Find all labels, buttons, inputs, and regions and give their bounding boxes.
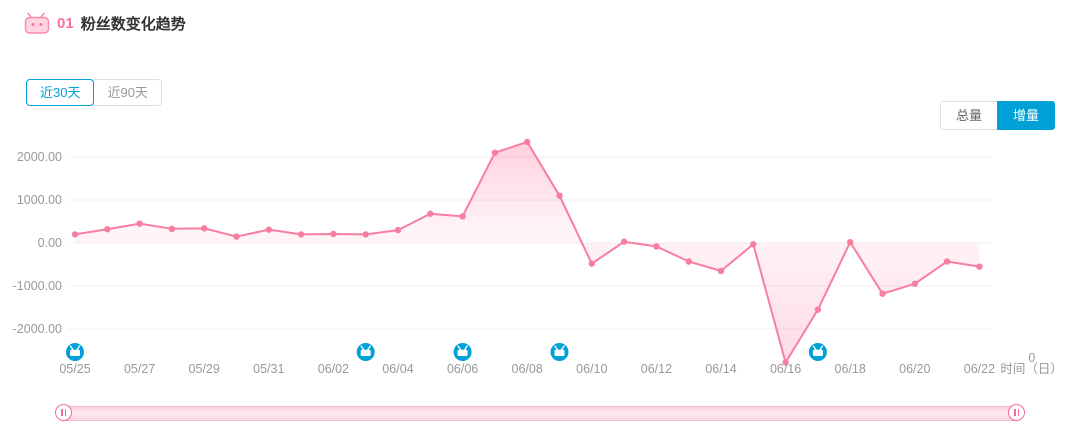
datazoom-right-handle[interactable] bbox=[1008, 404, 1025, 421]
x-axis-tick-label: 06/14 bbox=[705, 362, 736, 376]
data-point bbox=[588, 260, 595, 267]
tv-antenna bbox=[360, 345, 365, 351]
x-axis-tick-label: 06/08 bbox=[512, 362, 543, 376]
data-point bbox=[297, 231, 305, 238]
video-marker-icon[interactable] bbox=[550, 343, 569, 361]
x-axis-tick-label: 06/16 bbox=[770, 362, 801, 376]
tv-screen bbox=[360, 349, 371, 356]
tv-antenna bbox=[554, 345, 559, 351]
fans-trend-chart: 2000.00 1000.00 0.00 -1000.00 -2000.00 05/25 0… bbox=[13, 138, 1063, 376]
data-point bbox=[976, 263, 983, 270]
x-axis-tick-label: 06/18 bbox=[835, 362, 866, 376]
tv-screen bbox=[457, 349, 468, 356]
data-point bbox=[491, 149, 499, 156]
x-axis-tick-label: 06/04 bbox=[382, 362, 413, 376]
tv-antenna bbox=[819, 345, 824, 351]
x-axis-tick-label: 06/10 bbox=[576, 362, 607, 376]
x-axis-tick-label: 06/02 bbox=[318, 362, 349, 376]
data-point bbox=[71, 231, 79, 238]
y-axis-tick-label: -1000.00 bbox=[13, 279, 62, 293]
page-title: 粉丝数变化趋势 bbox=[80, 15, 186, 33]
data-point bbox=[330, 230, 337, 238]
y-axis-tick-label: 1000.00 bbox=[17, 193, 62, 207]
tv-screen bbox=[70, 349, 80, 356]
total-mode-button[interactable]: 总量 bbox=[939, 101, 998, 130]
tv-screen bbox=[812, 349, 823, 356]
datazoom-left-handle[interactable] bbox=[55, 404, 72, 421]
area-fill bbox=[75, 141, 980, 363]
data-point bbox=[362, 231, 369, 238]
data-point bbox=[168, 225, 176, 233]
increment-mode-button[interactable]: 增量 bbox=[996, 101, 1055, 130]
data-point bbox=[847, 238, 854, 246]
data-point bbox=[782, 359, 789, 366]
data-point bbox=[685, 258, 692, 265]
section-number: 01 bbox=[57, 14, 74, 32]
data-point bbox=[911, 280, 918, 288]
date-range-tabs: 近30天 近90天 bbox=[26, 79, 162, 106]
tv-antenna bbox=[69, 345, 74, 351]
data-point bbox=[653, 243, 660, 250]
tab-last-30-days[interactable]: 近30天 bbox=[26, 79, 95, 106]
video-marker-icon[interactable] bbox=[808, 343, 827, 361]
data-point bbox=[717, 267, 725, 275]
right-axis-label: 0 bbox=[1028, 351, 1035, 365]
data-point bbox=[750, 241, 757, 248]
data-point bbox=[136, 220, 143, 227]
data-point bbox=[104, 226, 111, 233]
tv-antenna bbox=[76, 345, 81, 351]
data-point bbox=[459, 213, 466, 220]
data-point bbox=[556, 192, 563, 199]
datazoom-slider[interactable] bbox=[55, 404, 1025, 421]
tv-antenna bbox=[463, 345, 468, 351]
chart-area: 2000.00 1000.00 0.00 -1000.00 -2000.00 05/25 0… bbox=[0, 135, 1080, 403]
x-axis-name: 时间（日） bbox=[1000, 362, 1063, 376]
x-axis-tick-label: 05/25 bbox=[59, 362, 90, 376]
x-axis-tick-label: 06/12 bbox=[641, 362, 672, 376]
x-axis-tick-label: 05/29 bbox=[189, 362, 220, 376]
data-point bbox=[814, 306, 822, 313]
x-axis-tick-label: 05/31 bbox=[253, 362, 284, 376]
data-point bbox=[265, 226, 272, 233]
y-axis-tick-label: 2000.00 bbox=[17, 150, 62, 164]
data-point bbox=[394, 226, 402, 234]
x-axis-tick-label: 06/20 bbox=[899, 362, 930, 376]
video-marker-icon[interactable] bbox=[66, 343, 84, 361]
tab-last-90-days[interactable]: 近90天 bbox=[93, 79, 162, 106]
section-header: 01 粉丝数变化趋势 bbox=[24, 12, 186, 34]
tv-antenna bbox=[367, 345, 371, 351]
video-marker-icon[interactable] bbox=[356, 343, 375, 361]
x-axis-tick-label: 05/27 bbox=[124, 362, 155, 376]
tv-icon bbox=[24, 12, 50, 34]
data-point bbox=[620, 238, 628, 245]
tv-antenna bbox=[812, 345, 817, 351]
y-axis-tick-label: -2000.00 bbox=[13, 322, 62, 336]
tv-antenna bbox=[457, 345, 462, 351]
data-point bbox=[427, 210, 434, 217]
tv-antenna bbox=[560, 345, 565, 351]
mode-toggle: 总量 增量 bbox=[939, 101, 1055, 130]
y-axis-tick-label: 0.00 bbox=[38, 236, 62, 250]
data-point bbox=[879, 290, 886, 297]
tv-screen bbox=[554, 349, 565, 356]
data-point bbox=[233, 233, 240, 240]
x-axis-tick-label: 06/22 bbox=[964, 362, 995, 376]
data-point bbox=[943, 258, 951, 265]
data-point bbox=[524, 138, 531, 146]
x-axis-tick-label: 06/06 bbox=[447, 362, 478, 376]
data-point bbox=[201, 225, 208, 232]
video-marker-icon[interactable] bbox=[453, 343, 472, 361]
